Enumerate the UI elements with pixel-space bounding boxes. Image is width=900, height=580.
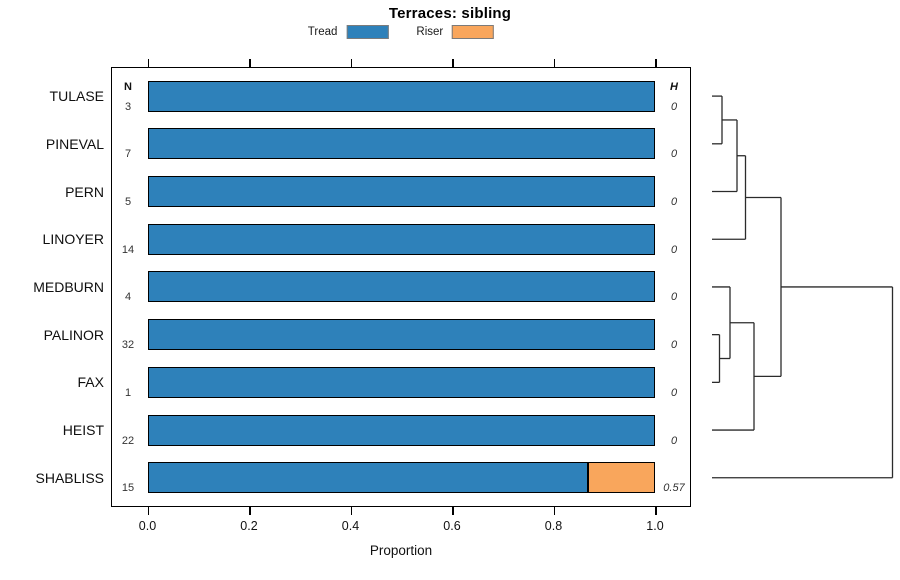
x-tick-bottom [452,507,454,515]
h-value: 0.57 [663,482,685,495]
row-label-palinor: PALINOR [43,326,104,343]
x-tick-bottom [553,507,555,515]
row-label-tulase: TULASE [49,88,104,105]
bar-fax [147,366,655,398]
legend-label-tread: Tread [307,26,338,38]
legend-swatch-tread [346,25,389,39]
row-label-pineval: PINEVAL [45,135,104,152]
x-tick-label: 0.0 [138,519,157,533]
x-tick-label: 0.6 [443,519,461,533]
bar-segment-tread [147,462,588,494]
bar-segment-riser [587,462,655,494]
x-tick-top [452,59,454,67]
x-tick-top [655,59,657,67]
row-label-pern: PERN [65,183,104,200]
h-value: 0 [670,386,678,399]
n-value: 14 [121,243,135,256]
h-value: 0 [670,434,678,447]
x-tick-bottom [655,507,657,515]
h-value: 0 [670,243,678,256]
n-value: 22 [121,434,135,447]
bar-segment-tread [147,414,655,446]
bar-medburn [147,271,655,303]
bar-palinor [147,319,655,351]
x-tick-bottom [147,507,149,515]
bar-segment-tread [147,223,655,255]
n-value: 5 [124,196,132,209]
h-value: 0 [670,196,678,209]
bar-pineval [147,128,655,160]
x-tick-label: 1.0 [646,519,664,533]
bar-tulase [147,80,655,112]
bar-segment-tread [147,176,655,208]
bar-segment-tread [147,366,655,398]
plot-area-border [111,67,691,507]
x-tick-top [249,59,251,67]
row-label-shabliss: SHABLISS [35,469,104,486]
bar-segment-tread [147,80,655,112]
h-value: 0 [670,339,678,352]
bar-segment-tread [147,271,655,303]
x-tick-top [147,59,149,67]
bar-heist [147,414,655,446]
n-value: 3 [124,100,132,113]
n-value: 32 [121,339,135,352]
legend-item-tread: Tread [308,25,389,39]
row-label-heist: HEIST [62,422,104,439]
x-axis-title: Proportion [369,543,433,558]
chart-title: Terraces: sibling [388,5,512,22]
legend-swatch-riser [452,25,495,39]
bar-segment-tread [147,319,655,351]
bar-pern [147,176,655,208]
x-tick-top [553,59,555,67]
n-value: 15 [121,482,135,495]
x-tick-bottom [350,507,352,515]
x-tick-label: 0.4 [341,519,360,533]
bar-shabliss [147,462,655,494]
n-value: 7 [124,148,132,161]
bar-segment-tread [147,128,655,160]
x-tick-label: 0.8 [544,519,563,533]
h-value: 0 [670,291,678,304]
row-label-medburn: MEDBURN [33,278,104,295]
bar-linoyer [147,223,655,255]
legend-item-riser: Riser [416,25,495,39]
x-tick-top [350,59,352,67]
n-value: 4 [124,291,132,304]
x-tick-bottom [249,507,251,515]
x-tick-label: 0.2 [240,519,258,533]
h-column-header: H [670,81,678,93]
h-value: 0 [670,100,678,113]
n-value: 1 [124,386,132,399]
h-value: 0 [670,148,678,161]
row-label-fax: FAX [77,374,104,391]
row-label-linoyer: LINOYER [42,231,104,248]
legend-label-riser: Riser [416,26,444,38]
n-column-header: N [124,81,132,93]
legend: Tread Riser [308,25,495,39]
